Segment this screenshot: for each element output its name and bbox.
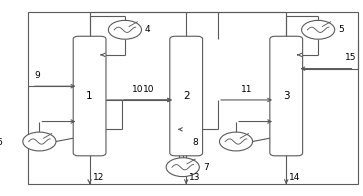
Text: 14: 14 [289, 173, 301, 182]
FancyBboxPatch shape [73, 36, 106, 156]
Text: 2: 2 [183, 91, 189, 101]
Text: 4: 4 [145, 25, 151, 34]
Text: 10: 10 [132, 85, 144, 94]
Circle shape [23, 132, 56, 151]
Bar [28, 12, 358, 184]
Text: 15: 15 [345, 53, 357, 62]
Text: 6: 6 [0, 138, 2, 147]
Text: 13: 13 [189, 173, 201, 182]
Text: 1: 1 [86, 91, 93, 101]
Text: 12: 12 [93, 173, 104, 182]
Circle shape [220, 132, 253, 151]
Text: 7: 7 [203, 163, 208, 172]
Text: 11: 11 [241, 85, 252, 94]
Circle shape [166, 158, 199, 177]
FancyBboxPatch shape [170, 36, 203, 156]
Circle shape [109, 20, 142, 39]
Text: 5: 5 [338, 25, 344, 34]
Text: 3: 3 [283, 91, 290, 101]
FancyBboxPatch shape [270, 36, 303, 156]
Text: 8: 8 [193, 138, 198, 147]
Text: 10: 10 [143, 85, 154, 94]
Circle shape [302, 20, 335, 39]
Text: 9: 9 [34, 71, 40, 80]
